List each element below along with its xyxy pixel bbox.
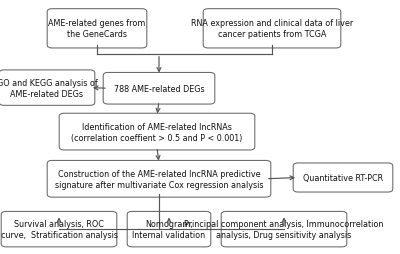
Text: RNA expression and clinical data of liver
cancer patients from TCGA: RNA expression and clinical data of live… — [191, 19, 353, 39]
Text: AME-related genes from
the GeneCards: AME-related genes from the GeneCards — [48, 19, 146, 39]
Text: GO and KEGG analysis of
AME-related DEGs: GO and KEGG analysis of AME-related DEGs — [0, 78, 97, 98]
FancyBboxPatch shape — [203, 10, 341, 49]
FancyBboxPatch shape — [1, 212, 117, 247]
Text: 788 AME-related DEGs: 788 AME-related DEGs — [114, 84, 204, 93]
FancyBboxPatch shape — [47, 10, 147, 49]
Text: Quantitative RT-PCR: Quantitative RT-PCR — [303, 173, 383, 182]
FancyBboxPatch shape — [127, 212, 211, 247]
FancyBboxPatch shape — [293, 163, 393, 192]
FancyBboxPatch shape — [0, 71, 95, 106]
Text: Survival analysis, ROC
curve,  Stratification analysis: Survival analysis, ROC curve, Stratifica… — [0, 219, 118, 239]
Text: Principal component analysis, Immunocorrelation
analysis, Drug sensitivity analy: Principal component analysis, Immunocorr… — [184, 219, 384, 239]
Text: Identification of AME-related lncRNAs
(correlation coeffient > 0.5 and P < 0.001: Identification of AME-related lncRNAs (c… — [71, 122, 243, 142]
FancyBboxPatch shape — [103, 73, 215, 105]
FancyBboxPatch shape — [47, 161, 271, 197]
FancyBboxPatch shape — [221, 212, 347, 247]
Text: Nomogram,
Internal validation: Nomogram, Internal validation — [132, 219, 206, 239]
FancyBboxPatch shape — [59, 114, 255, 150]
Text: Construction of the AME-related lncRNA predictive
signature after multivariate C: Construction of the AME-related lncRNA p… — [55, 169, 263, 189]
